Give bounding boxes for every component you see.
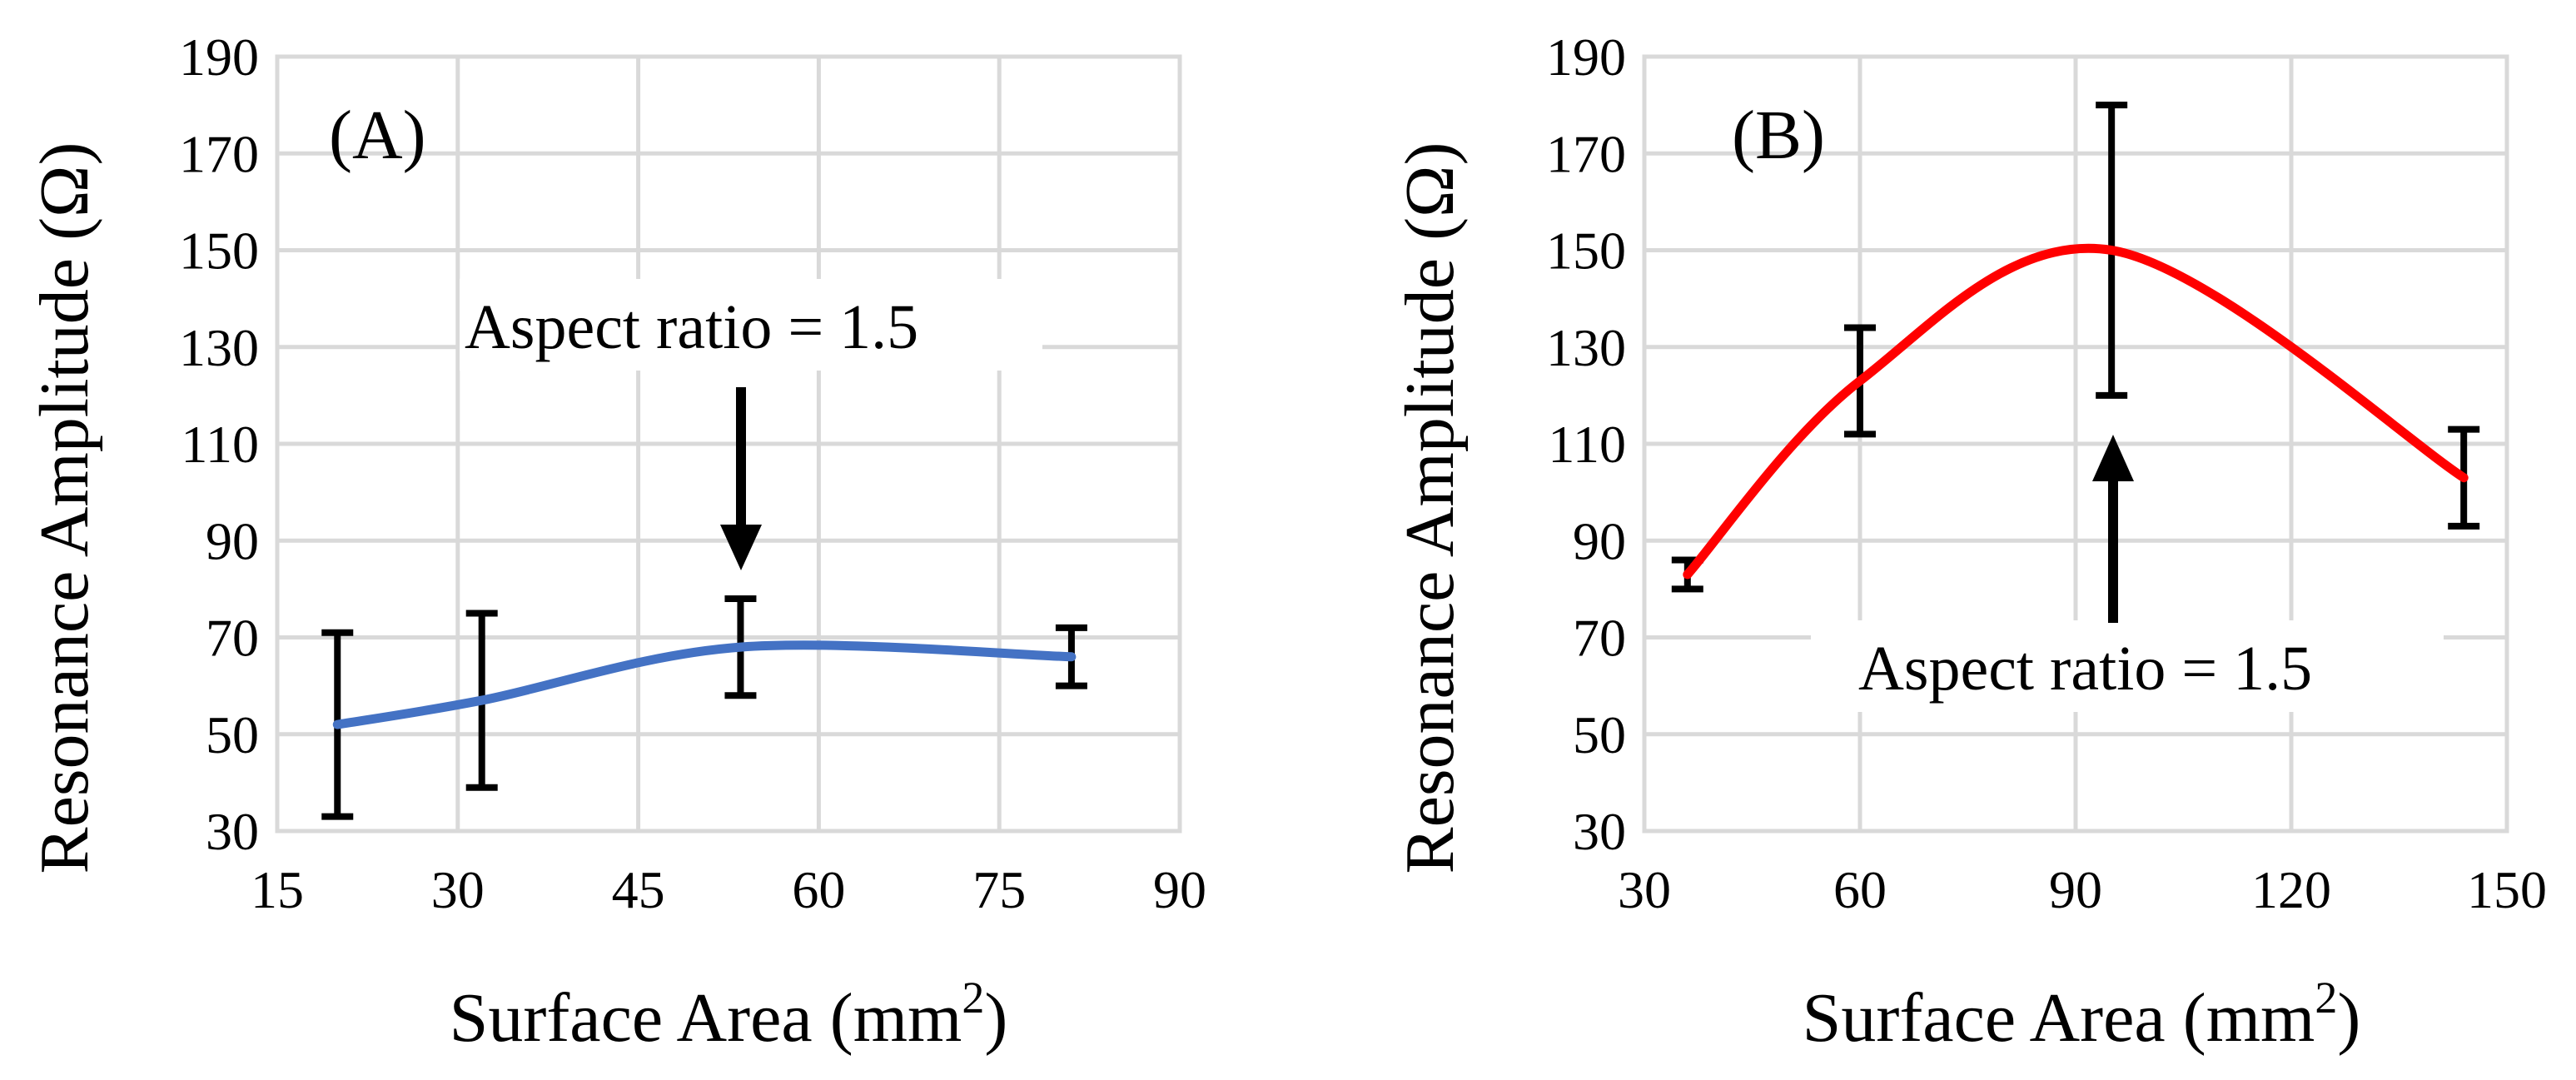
chart-b-y-tick-label: 50: [1573, 705, 1626, 764]
chart-b-annotation-arrow: [2092, 435, 2134, 623]
chart-a-annotation-arrow: [720, 387, 762, 570]
chart-b-y-tick-label: 110: [1548, 415, 1626, 474]
chart-b-x-tick-label: 30: [1618, 860, 1671, 919]
chart-a-x-tick-labels: 15 30 45 60 75 90: [251, 860, 1206, 919]
chart-a-y-axis-title: Resonance Amplitude (Ω): [26, 142, 103, 874]
chart-b-y-tick-label: 90: [1573, 511, 1626, 570]
chart-a-x-tick-label: 30: [431, 860, 485, 919]
chart-b-annotation-text: Aspect ratio = 1.5: [1858, 634, 2312, 704]
chart-b-y-tick-label: 30: [1573, 802, 1626, 861]
chart-a-series-line: [332, 640, 1077, 729]
chart-panel-b: 30 50 70 90 110 130 150 170 190 30 60 90 120 150 Asp…: [1391, 27, 2547, 1057]
chart-a-x-tick-label: 15: [251, 860, 304, 919]
chart-b-plot-frame: [1642, 54, 2509, 834]
chart-a-y-tick-label: 90: [206, 511, 259, 570]
chart-a-y-tick-label: 30: [206, 802, 259, 861]
chart-a-y-tick-label: 70: [206, 609, 259, 668]
chart-a-annotation-text: Aspect ratio = 1.5: [465, 292, 918, 362]
chart-b-x-tick-label: 120: [2251, 860, 2331, 919]
chart-a-y-tick-label: 130: [179, 318, 259, 377]
chart-b-y-tick-label: 170: [1546, 124, 1626, 183]
chart-a-y-tick-label: 150: [179, 221, 259, 281]
chart-b-x-tick-label: 90: [2049, 860, 2102, 919]
chart-b-y-tick-labels: 30 50 70 90 110 130 150 170 190: [1546, 27, 1626, 861]
chart-a-x-tick-label: 75: [972, 860, 1026, 919]
chart-a-x-tick-label: 90: [1153, 860, 1206, 919]
chart-a-x-axis-title: Surface Area (mm2): [450, 973, 1008, 1057]
chart-b-y-tick-label: 150: [1546, 221, 1626, 281]
chart-b-x-tick-label: 60: [1833, 860, 1887, 919]
chart-a-x-tick-label: 45: [612, 860, 665, 919]
chart-a-y-tick-label: 190: [179, 27, 259, 87]
chart-b-y-tick-label: 130: [1546, 318, 1626, 377]
chart-b-x-tick-label: 150: [2467, 860, 2547, 919]
chart-a-y-tick-label: 50: [206, 705, 259, 764]
chart-b-y-tick-label: 190: [1546, 27, 1626, 87]
chart-a-panel-label: (A): [329, 97, 426, 174]
chart-a-annotation-background: [460, 279, 1042, 371]
chart-a-x-tick-label: 60: [792, 860, 845, 919]
chart-a-plot-frame: [275, 54, 1182, 834]
chart-b-y-axis-title: Resonance Amplitude (Ω): [1391, 142, 1469, 874]
chart-a-y-tick-label: 170: [179, 124, 259, 183]
chart-b-y-tick-label: 70: [1573, 609, 1626, 668]
chart-b-panel-label: (B): [1732, 97, 1825, 174]
chart-b-x-tick-labels: 30 60 90 120 150: [1618, 860, 2547, 919]
chart-a-y-tick-label: 110: [181, 415, 259, 474]
chart-b-annotation-background: [1811, 620, 2444, 712]
chart-b-x-axis-title: Surface Area (mm2): [1803, 973, 2361, 1057]
chart-b-series-line: [1683, 243, 2469, 580]
chart-a-y-tick-labels: 30 50 70 90 110 130 150 170 190: [179, 27, 259, 861]
